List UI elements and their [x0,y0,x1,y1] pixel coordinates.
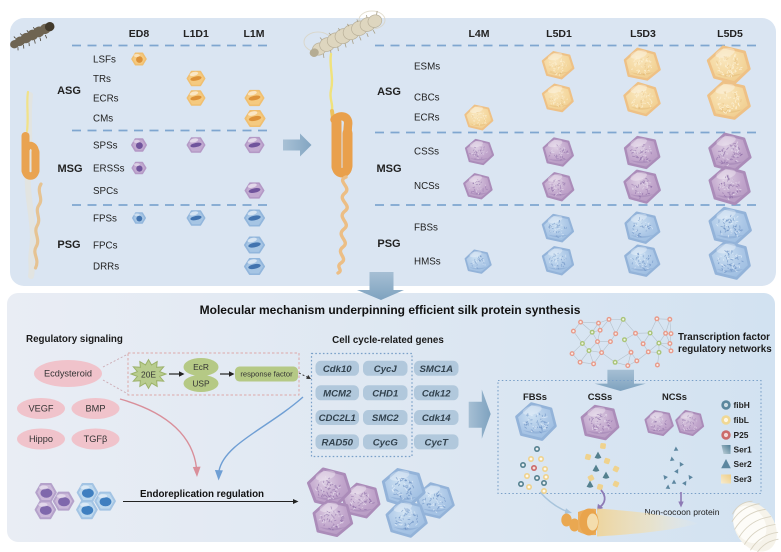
svg-text:Endoreplication regulation: Endoreplication regulation [140,489,264,500]
svg-text:Ser3: Ser3 [734,474,753,484]
svg-text:CSSs: CSSs [414,147,439,158]
svg-text:FPCs: FPCs [93,241,118,252]
svg-text:FBSs: FBSs [523,391,547,402]
svg-text:ED8: ED8 [129,28,150,40]
svg-text:L4M: L4M [469,28,490,40]
svg-text:Ser2: Ser2 [734,459,753,469]
svg-text:TGFβ: TGFβ [84,434,108,444]
svg-text:ECRs: ECRs [414,113,440,124]
svg-text:CHD1: CHD1 [372,388,398,399]
svg-text:CMs: CMs [93,114,113,125]
svg-text:RAD50: RAD50 [322,437,354,448]
svg-text:LSFs: LSFs [93,55,116,66]
svg-text:fibL: fibL [734,415,749,425]
svg-text:MSG: MSG [376,163,401,175]
svg-text:Hippo: Hippo [29,434,53,444]
svg-text:SPCs: SPCs [93,186,118,197]
svg-text:Ser1: Ser1 [734,445,753,455]
svg-text:PSG: PSG [57,239,80,251]
svg-text:fibH: fibH [734,400,750,410]
svg-text:ECRs: ECRs [93,94,119,105]
svg-text:FBSs: FBSs [414,223,438,234]
svg-text:CDC2L1: CDC2L1 [319,413,356,424]
svg-text:BMP: BMP [86,404,106,414]
svg-text:Non-cocoon protein: Non-cocoon protein [644,507,719,517]
svg-text:L1M: L1M [244,28,265,40]
svg-text:EcR: EcR [193,362,209,372]
svg-text:NCSs: NCSs [662,391,687,402]
svg-text:Cell cycle-related genes: Cell cycle-related genes [332,335,444,346]
svg-text:Cdk12: Cdk12 [422,388,451,399]
svg-text:MSG: MSG [57,163,82,175]
svg-text:MCM2: MCM2 [323,388,352,399]
svg-text:CSSs: CSSs [588,391,613,402]
svg-text:TRs: TRs [93,74,111,85]
svg-text:Molecular mechanism underpinni: Molecular mechanism underpinning efficie… [200,303,581,317]
svg-text:Regulatory signaling: Regulatory signaling [26,334,123,345]
svg-text:ASG: ASG [57,85,81,97]
svg-text:CBCs: CBCs [414,93,440,104]
svg-text:Cdk10: Cdk10 [323,364,352,375]
svg-text:SMC2: SMC2 [372,413,399,424]
svg-text:20E: 20E [141,370,156,380]
svg-text:SPSs: SPSs [93,141,118,152]
svg-text:USP: USP [192,379,210,389]
svg-text:Ecdysteroid: Ecdysteroid [44,369,92,379]
svg-text:Cdk14: Cdk14 [422,413,451,424]
svg-text:response factor: response factor [240,370,293,379]
svg-text:ASG: ASG [377,86,401,98]
svg-text:Transcription factor: Transcription factor [678,332,770,343]
svg-text:DRRs: DRRs [93,262,119,273]
svg-text:HMSs: HMSs [414,257,441,268]
svg-text:SMC1A: SMC1A [419,364,453,375]
svg-text:L5D3: L5D3 [630,28,656,40]
svg-text:L5D1: L5D1 [546,28,572,40]
svg-text:P25: P25 [734,430,749,440]
svg-text:regulatory networks: regulatory networks [678,344,772,355]
svg-text:L1D1: L1D1 [183,28,209,40]
svg-text:ESMs: ESMs [414,62,440,73]
svg-text:CycG: CycG [373,437,399,448]
svg-text:ERSSs: ERSSs [93,164,125,175]
svg-text:PSG: PSG [377,238,400,250]
svg-text:L5D5: L5D5 [717,28,743,40]
svg-text:NCSs: NCSs [414,181,440,192]
svg-text:CycT: CycT [425,437,450,448]
svg-text:VEGF: VEGF [28,404,53,414]
svg-text:CycJ: CycJ [374,364,398,375]
svg-text:FPSs: FPSs [93,214,117,225]
